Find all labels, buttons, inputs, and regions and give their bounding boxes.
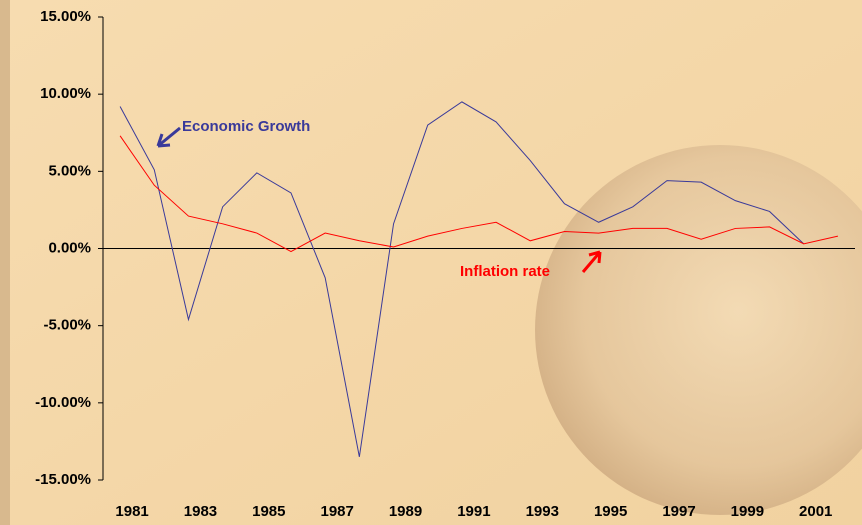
x-tick-label: 1987 <box>320 503 353 520</box>
x-tick-label: 2001 <box>799 503 832 520</box>
x-tick-label: 1989 <box>389 503 422 520</box>
y-tick-label: 15.00% <box>40 8 91 25</box>
x-tick-label: 1983 <box>184 503 217 520</box>
series-line <box>119 101 805 457</box>
x-tick-label: 1999 <box>731 503 764 520</box>
y-tick-label: 0.00% <box>48 239 91 256</box>
annotation: Inflation rate <box>460 263 550 280</box>
globe <box>535 145 862 515</box>
x-tick-label: 1997 <box>662 503 695 520</box>
arrow <box>581 250 602 273</box>
x-tick-label: 1981 <box>115 503 148 520</box>
x-tick-label: 1991 <box>457 503 490 520</box>
y-tick-label: -15.00% <box>35 471 91 488</box>
y-tick-label: 5.00% <box>48 162 91 179</box>
left-border <box>0 0 10 525</box>
annotation: Economic Growth <box>182 118 310 135</box>
x-tick-label: 1995 <box>594 503 627 520</box>
y-tick-label: -5.00% <box>43 317 91 334</box>
arrow <box>156 126 181 148</box>
y-tick-label: -10.00% <box>35 394 91 411</box>
x-tick-label: 1993 <box>526 503 559 520</box>
series-line <box>119 135 839 253</box>
y-tick-label: 10.00% <box>40 85 91 102</box>
x-tick-label: 1985 <box>252 503 285 520</box>
